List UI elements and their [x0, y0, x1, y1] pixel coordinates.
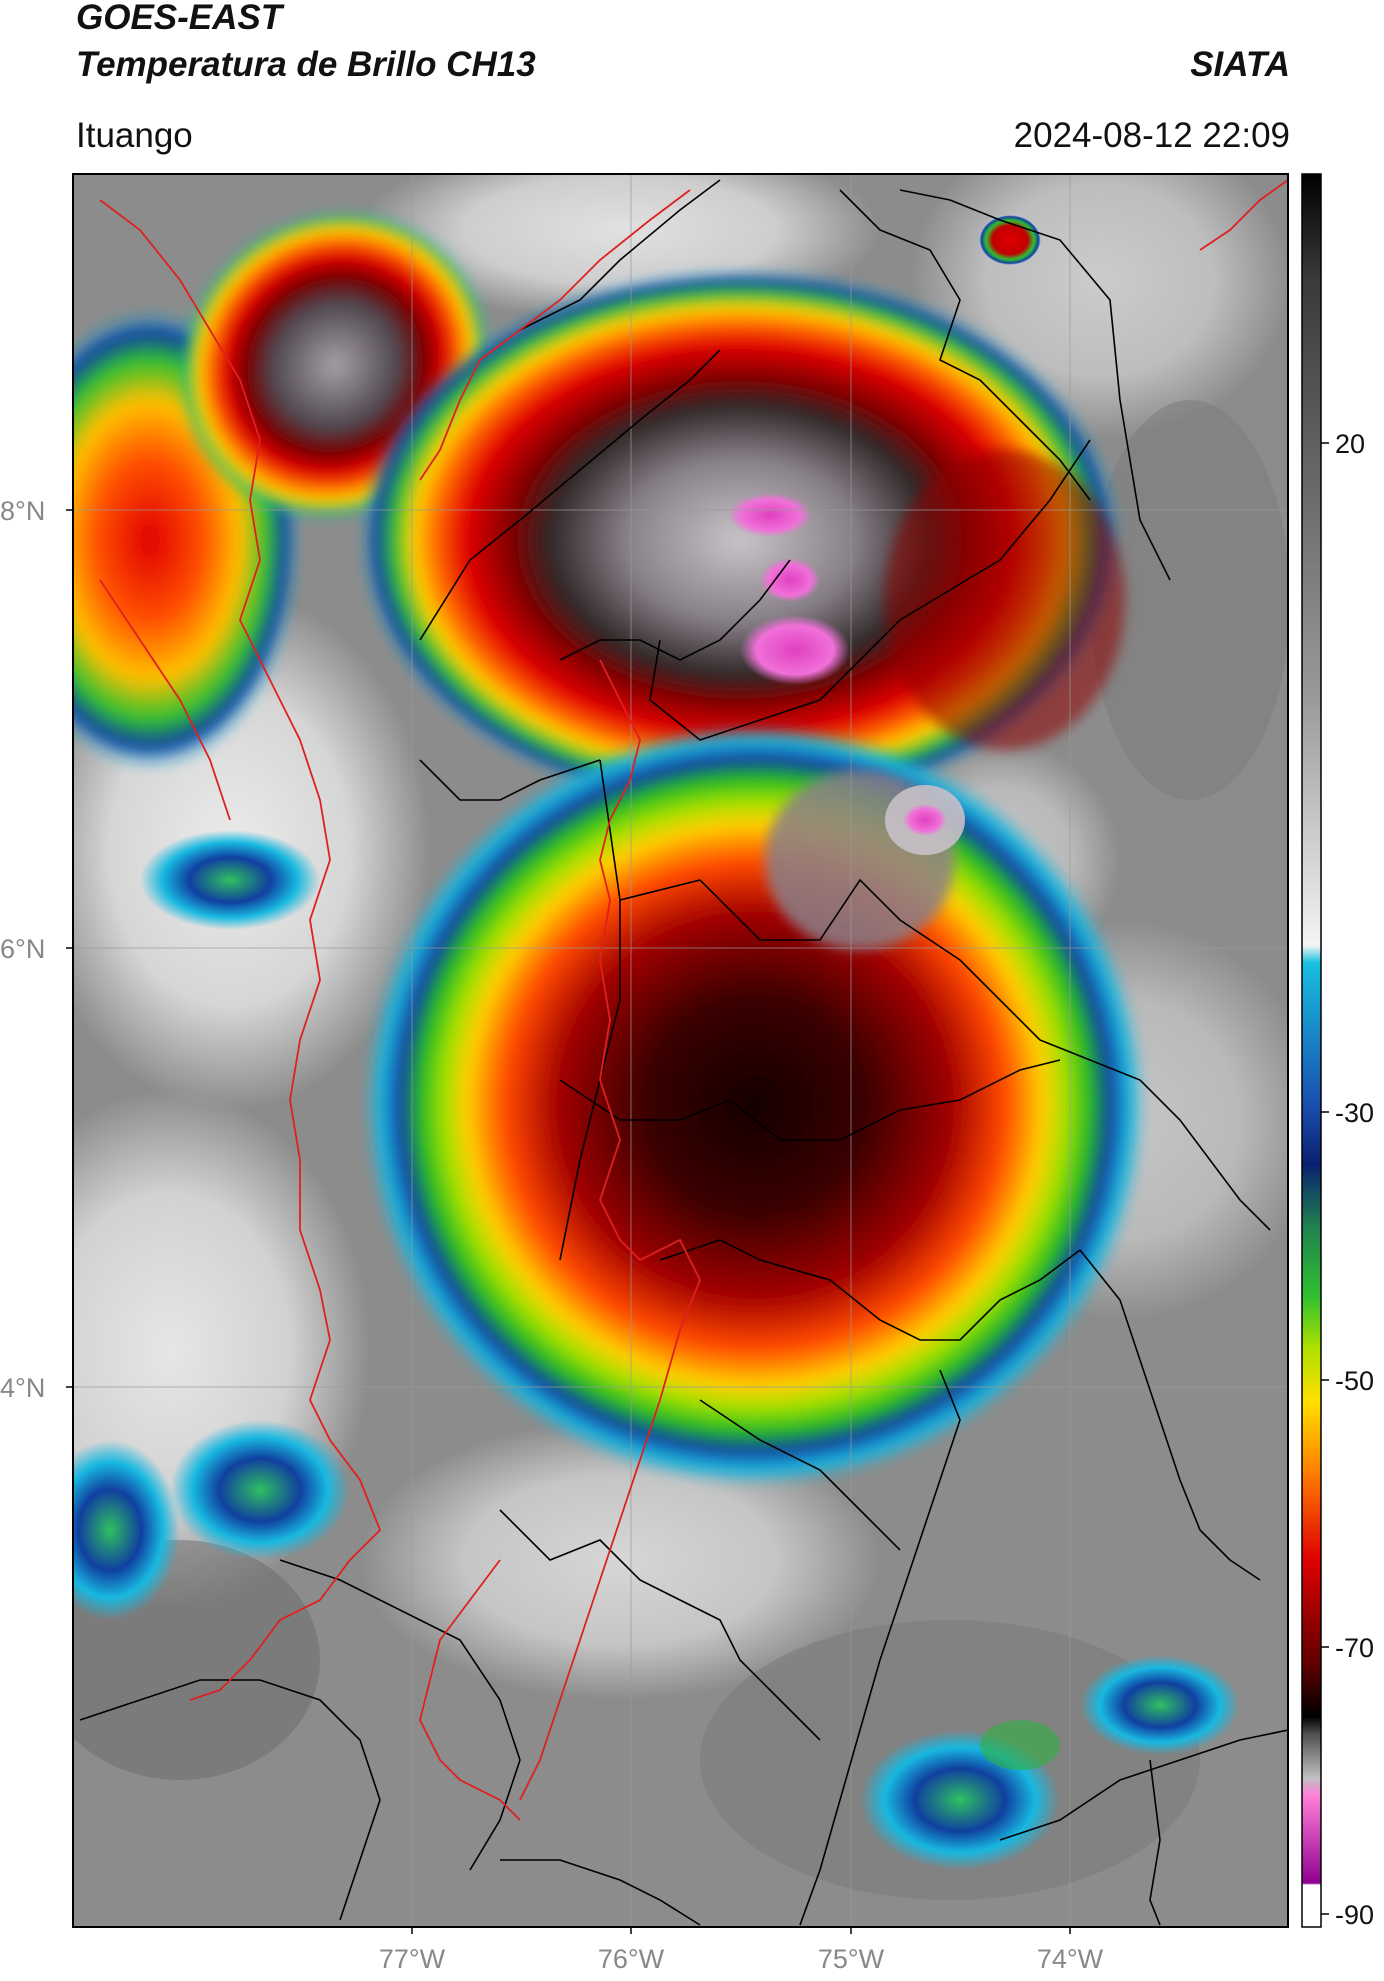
product-title: Temperatura de Brillo CH13: [76, 45, 536, 84]
map-frame: [72, 173, 1289, 1928]
lat-label-6n: 6°N: [0, 934, 45, 964]
gridlines: [73, 174, 1288, 1927]
lon-label-76w: 76°W: [598, 1944, 665, 1974]
lat-label-4n: 4°N: [0, 1373, 45, 1403]
location-label: Ituango: [76, 116, 193, 155]
colorbar-tick-minus70: -70: [1335, 1633, 1374, 1663]
colorbar-tick-20: 20: [1335, 429, 1365, 459]
colorbar-tick-minus50: -50: [1335, 1366, 1374, 1396]
admin-boundaries: [79, 179, 1288, 1926]
colorbar-tick-minus90: -90: [1335, 1900, 1374, 1930]
lon-label-74w: 74°W: [1037, 1944, 1104, 1974]
map-imagery: [73, 174, 1288, 1927]
axis-tick-marks: [66, 509, 1071, 1934]
colorbar: 20 -30 -50 -70 -90: [1301, 173, 1374, 1930]
colorbar-tick-minus30: -30: [1335, 1098, 1374, 1128]
org-label: SIATA: [1190, 45, 1290, 84]
datetime-label: 2024-08-12 22:09: [1013, 116, 1290, 155]
national-borders: [99, 179, 1288, 1821]
lon-label-77w: 77°W: [379, 1944, 446, 1974]
lat-label-8n: 8°N: [0, 496, 45, 526]
lon-label-75w: 75°W: [818, 1944, 885, 1974]
colorbar-scale: [1301, 173, 1322, 1928]
satellite-title: GOES-EAST: [76, 0, 283, 37]
